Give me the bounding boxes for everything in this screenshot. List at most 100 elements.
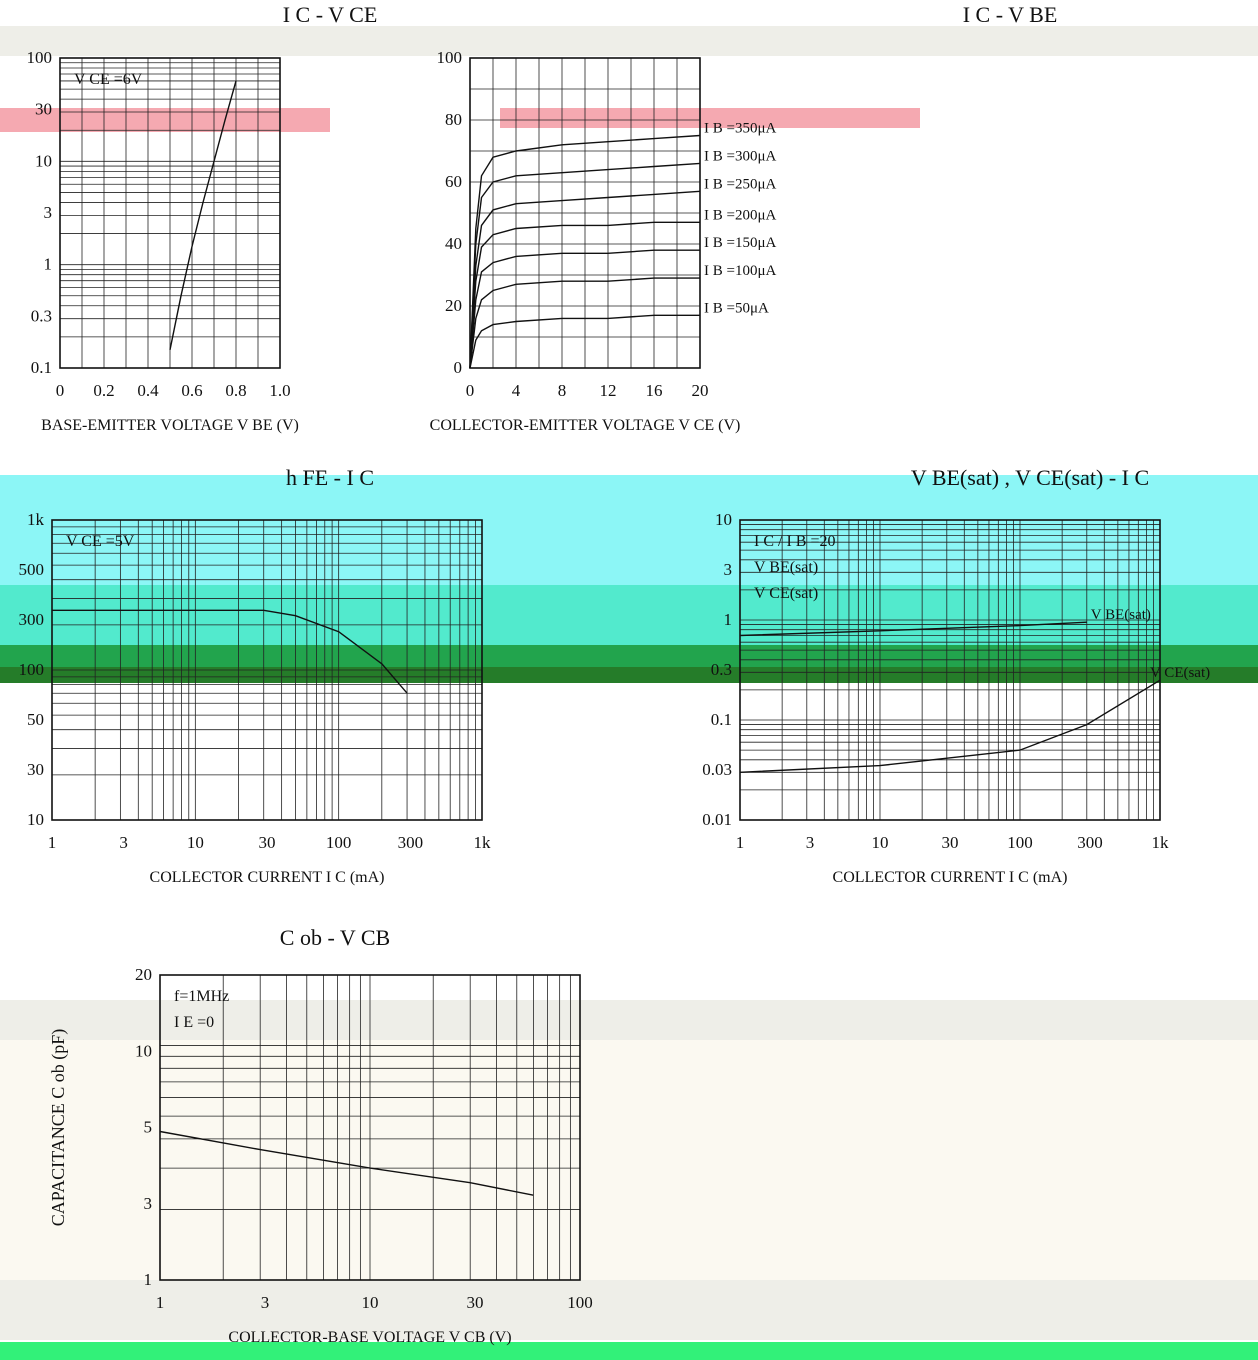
band-2	[500, 108, 920, 128]
band-9	[0, 1280, 1258, 1340]
y-tick-label: 3	[44, 203, 53, 222]
y-tick-label: 1	[144, 1270, 153, 1289]
plot-frame	[51, 519, 483, 821]
y-tick-label: 0.01	[702, 810, 732, 829]
series-label: I B =350μA	[704, 121, 777, 137]
x-tick-label: 30	[467, 1293, 484, 1312]
x-axis-label: COLLECTOR CURRENT I C (mA)	[150, 869, 385, 886]
series-line-0	[159, 1130, 534, 1196]
y-tick-label: 20	[135, 965, 152, 984]
grid	[59, 58, 281, 369]
y-tick-label: 3	[724, 560, 733, 579]
y-tick-label: 100	[27, 48, 53, 67]
y-tick-label: 30	[35, 100, 52, 119]
x-tick-label: 0.6	[181, 381, 202, 400]
y-tick-label: 0.1	[31, 358, 52, 377]
x-tick-label: 0	[56, 381, 65, 400]
annotation: f=1MHz	[174, 988, 229, 1005]
x-tick-label: 100	[1007, 833, 1033, 852]
x-tick-label: 1.0	[269, 381, 290, 400]
x-tick-label: 1k	[1152, 833, 1170, 852]
annotation: I C / I B =20	[754, 533, 835, 550]
y-tick-label: 3	[144, 1194, 153, 1213]
x-tick-label: 8	[558, 381, 567, 400]
x-tick-label: 3	[806, 833, 815, 852]
x-tick-label: 1	[48, 833, 57, 852]
y-tick-label: 5	[144, 1118, 153, 1137]
annotation: V CE(sat)	[754, 585, 818, 602]
series-line-3	[469, 221, 700, 369]
x-tick-label: 10	[362, 1293, 379, 1312]
x-tick-label: 20	[692, 381, 709, 400]
grid	[159, 974, 580, 1281]
series-label: I B =250μA	[704, 176, 777, 192]
series-label: V BE(sat)	[1091, 607, 1151, 623]
plot-frame	[739, 519, 1161, 821]
y-tick-label: 0	[454, 358, 463, 377]
y-tick-label: 10	[35, 151, 52, 170]
y-tick-label: 1	[724, 610, 733, 629]
plot-frame	[59, 57, 281, 369]
y-tick-label: 30	[27, 760, 44, 779]
series-label: I B =150μA	[704, 235, 777, 251]
x-tick-label: 0.4	[137, 381, 159, 400]
y-tick-label: 300	[19, 610, 45, 629]
x-tick-label: 1	[736, 833, 745, 852]
x-tick-label: 1	[156, 1293, 165, 1312]
chart-title: I C - V BE	[963, 2, 1058, 27]
plot-frame	[159, 974, 581, 1281]
series-label: V CE(sat)	[1150, 665, 1210, 681]
y-tick-label: 0.3	[31, 306, 52, 325]
series-line-0	[169, 80, 237, 350]
series-label: I B =100μA	[704, 263, 777, 279]
band-6	[0, 667, 1258, 683]
band-0	[0, 26, 1258, 56]
annotation: V BE(sat)	[754, 559, 818, 576]
chart-title: h FE - I C	[286, 465, 374, 490]
series-line-5	[469, 277, 700, 369]
y-tick-label: 1	[44, 255, 53, 274]
x-tick-label: 30	[259, 833, 276, 852]
x-tick-label: 12	[600, 381, 617, 400]
y-tick-label: 100	[19, 660, 45, 679]
y-tick-label: 0.03	[702, 760, 732, 779]
y-tick-label: 10	[27, 810, 44, 829]
y-tick-label: 10	[135, 1041, 152, 1060]
grid	[469, 57, 701, 369]
x-tick-label: 16	[646, 381, 663, 400]
series-line-1	[469, 162, 701, 369]
annotation: V CE =5V	[66, 533, 135, 550]
chart-title: C ob - V CB	[280, 925, 390, 950]
x-tick-label: 1k	[474, 833, 492, 852]
x-tick-label: 100	[326, 833, 352, 852]
series-line-2	[469, 190, 701, 369]
x-axis-label: COLLECTOR-BASE VOLTAGE V CB (V)	[228, 1329, 511, 1346]
x-tick-label: 0.8	[225, 381, 246, 400]
y-tick-label: 40	[445, 234, 462, 253]
chart-title: I C - V CE	[283, 2, 378, 27]
x-tick-label: 300	[1077, 833, 1103, 852]
x-tick-label: 0	[466, 381, 475, 400]
x-axis-label: BASE-EMITTER VOLTAGE V BE (V)	[41, 417, 299, 434]
x-axis-label: COLLECTOR-EMITTER VOLTAGE V CE (V)	[430, 417, 741, 434]
annotation: I E =0	[174, 1014, 214, 1031]
series-label: I B =300μA	[704, 148, 777, 164]
band-7	[0, 1000, 1258, 1040]
x-tick-label: 3	[261, 1293, 270, 1312]
grid	[739, 520, 1160, 821]
y-tick-label: 100	[437, 48, 463, 67]
chart-ic_vce: 100 80 60 40 20 00 4 8 12 16 20 I C - V CE COLLECTOR…	[283, 2, 777, 434]
x-tick-label: 0.2	[93, 381, 114, 400]
chart-cob_vcb: 20 10 5 3 11 3 10 30 100 C ob - V CB COLLECTOR-BAS…	[48, 925, 593, 1346]
series-line-1	[739, 679, 1161, 773]
y-tick-label: 20	[445, 296, 462, 315]
plot-frame	[469, 57, 701, 369]
x-tick-label: 10	[872, 833, 889, 852]
x-axis-label: COLLECTOR CURRENT I C (mA)	[833, 869, 1068, 886]
x-tick-label: 4	[512, 381, 521, 400]
grid	[51, 520, 482, 821]
